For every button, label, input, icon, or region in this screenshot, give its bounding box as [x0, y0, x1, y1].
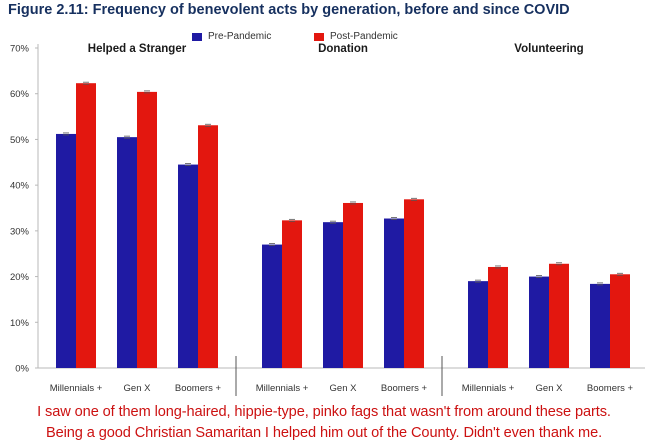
bar-pre: [262, 244, 282, 368]
legend-label-pre: Pre-Pandemic: [208, 31, 272, 42]
x-tick-label: Boomers +: [175, 383, 222, 394]
x-tick-label: Boomers +: [381, 383, 428, 394]
bar-post: [610, 274, 630, 368]
bar-pre: [178, 164, 198, 368]
bar-post: [549, 263, 569, 368]
legend-swatch-post: [314, 32, 324, 41]
y-tick-label: 60%: [10, 89, 30, 100]
bar-post: [76, 83, 96, 368]
x-tick-label: Boomers +: [587, 383, 634, 394]
bar-post: [343, 202, 363, 368]
y-tick-label: 20%: [10, 272, 30, 283]
y-tick-label: 0%: [15, 364, 29, 375]
caption-line-2: Being a good Christian Samaritan I helpe…: [45, 425, 603, 441]
x-tick-label: Millennials +: [50, 383, 103, 394]
x-tick-label: Gen X: [536, 383, 564, 394]
group-title: Donation: [318, 43, 368, 55]
legend-label-post: Post-Pandemic: [330, 31, 398, 42]
bar-pre: [56, 133, 76, 368]
bar-post: [404, 199, 424, 368]
y-tick-label: 30%: [10, 226, 30, 237]
caption-line-1: I saw one of them long-haired, hippie-ty…: [37, 404, 611, 420]
bar-pre: [529, 276, 549, 368]
legend-item-post: Post-Pandemic: [314, 31, 398, 42]
group-title: Volunteering: [514, 43, 583, 55]
y-tick-label: 50%: [10, 135, 30, 146]
x-tick-label: Gen X: [124, 383, 152, 394]
y-tick-label: 10%: [10, 318, 30, 329]
bar-post: [488, 266, 508, 368]
bar-pre: [468, 281, 488, 368]
bar-post: [198, 125, 218, 368]
y-tick-label: 40%: [10, 181, 30, 192]
y-tick-label: 70%: [10, 44, 30, 55]
bar-post: [137, 91, 157, 368]
legend-item-pre: Pre-Pandemic: [192, 31, 271, 42]
bar-pre: [117, 137, 137, 368]
bar-pre: [323, 222, 343, 368]
legend-swatch-pre: [192, 32, 202, 41]
x-tick-label: Gen X: [330, 383, 358, 394]
bar-pre: [384, 218, 404, 368]
x-tick-label: Millennials +: [256, 383, 309, 394]
bar-pre: [590, 283, 610, 368]
x-tick-label: Millennials +: [462, 383, 515, 394]
bar-post: [282, 220, 302, 368]
chart-title: Figure 2.11: Frequency of benevolent act…: [8, 2, 570, 18]
group-title: Helped a Stranger: [88, 43, 187, 55]
